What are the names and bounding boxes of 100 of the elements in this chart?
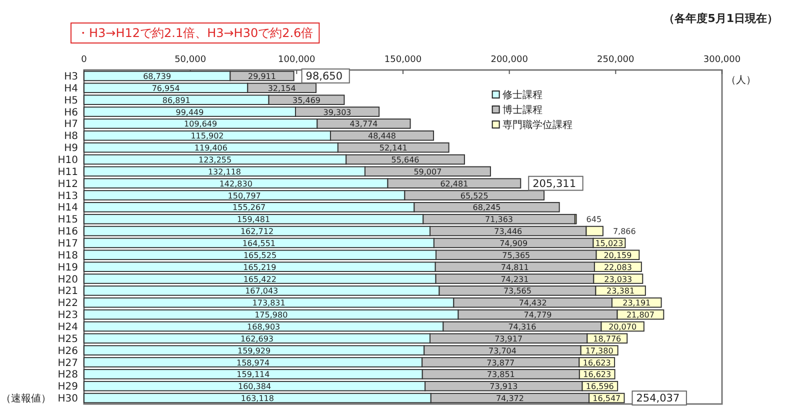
x-axis-title: （人） <box>726 75 756 86</box>
y-tick-label: H5 <box>64 95 78 106</box>
data-label: 76,954 <box>152 84 180 93</box>
legend-label: 専門職学位課程 <box>502 119 572 131</box>
data-label: 18,776 <box>593 334 622 344</box>
total-label: 254,037 <box>636 392 680 404</box>
data-label: 59,007 <box>414 167 442 176</box>
data-label: 168,903 <box>247 322 280 332</box>
data-label: 48,448 <box>368 132 396 141</box>
y-tick-label: H28 <box>58 370 78 381</box>
text: ・H3→H12で約2.1倍、H3→H30で約2.6倍 <box>77 26 314 40</box>
data-label: 71,363 <box>485 215 514 224</box>
y-tick-label: H30 <box>58 394 78 405</box>
data-label: 23,381 <box>606 286 635 296</box>
data-label: 74,372 <box>496 394 524 404</box>
data-label: 123,255 <box>198 155 232 164</box>
y-tick-label: H24 <box>58 322 78 333</box>
data-label: 119,406 <box>194 144 228 153</box>
data-label: 21,807 <box>626 310 654 320</box>
data-label: 15,023 <box>595 238 624 248</box>
data-label: 115,902 <box>190 132 224 141</box>
data-label: 16,623 <box>583 370 612 380</box>
data-label: 162,693 <box>240 334 274 344</box>
x-tick-label: 200,000 <box>490 55 528 65</box>
data-label: 159,114 <box>236 370 270 380</box>
data-label: 23,033 <box>604 274 632 284</box>
x-tick-label: 150,000 <box>384 55 422 65</box>
data-label: 73,565 <box>503 286 532 296</box>
data-label: 74,779 <box>524 310 552 320</box>
y-tick-label: H11 <box>58 166 78 178</box>
data-label: 99,449 <box>176 108 204 117</box>
y-tick-label: H12 <box>58 178 78 190</box>
total-label: 98,650 <box>306 70 343 82</box>
data-label: 16,547 <box>592 394 621 404</box>
data-label: 159,929 <box>238 346 271 356</box>
data-label: 175,980 <box>254 310 288 320</box>
data-label: 73,446 <box>494 227 522 236</box>
y-tick-label: H26 <box>58 346 78 357</box>
y-tick-label: H8 <box>64 131 78 142</box>
y-tick-label: H18 <box>58 250 78 262</box>
y-tick-label: H6 <box>64 107 78 118</box>
data-label: 29,911 <box>248 72 276 81</box>
data-label: 160,384 <box>238 382 272 392</box>
y-tick-label: H9 <box>64 143 78 154</box>
data-label: 35,469 <box>292 96 321 105</box>
data-label: 162,712 <box>240 227 274 236</box>
y-tick-label: H20 <box>58 274 78 286</box>
text: （速報値） <box>1 392 51 405</box>
y-tick-label: H10 <box>58 154 78 166</box>
y-tick-label: H29 <box>58 382 78 393</box>
data-label: 65,525 <box>460 191 488 200</box>
y-tick-label: H14 <box>58 202 78 214</box>
data-label: 109,649 <box>184 120 218 129</box>
y-tick-label: H4 <box>64 83 78 94</box>
y-tick-label: H23 <box>58 310 78 322</box>
x-tick-label: 100,000 <box>278 55 316 65</box>
x-tick-label: 0 <box>81 55 88 65</box>
y-tick-label: H21 <box>58 286 78 298</box>
data-label: 165,422 <box>243 274 276 284</box>
x-tick-label: 300,000 <box>703 55 741 65</box>
y-tick-label: H22 <box>58 298 78 310</box>
data-label: 75,365 <box>502 250 530 260</box>
data-label: 73,851 <box>486 370 515 380</box>
y-tick-label: H16 <box>58 226 78 238</box>
data-label: 74,316 <box>508 322 536 332</box>
data-label: 142,830 <box>219 179 252 188</box>
data-label: 159,481 <box>237 215 270 224</box>
data-label: 74,909 <box>500 238 528 248</box>
y-tick-label: H17 <box>58 238 78 250</box>
y-tick-label: H3 <box>64 71 78 82</box>
data-label: 68,245 <box>472 203 501 212</box>
y-tick-label: H7 <box>64 119 78 130</box>
data-label: 17,380 <box>585 346 614 356</box>
legend-label: 修士課程 <box>502 89 542 101</box>
data-label: 68,739 <box>143 72 172 81</box>
text: （各年度5月1日現在） <box>664 12 778 25</box>
data-label: 165,525 <box>243 250 277 260</box>
y-tick-label: H27 <box>58 358 78 369</box>
data-label: 167,043 <box>245 286 278 296</box>
y-tick-label: H19 <box>58 262 78 274</box>
data-label: 73,913 <box>490 382 518 392</box>
data-label: 74,432 <box>518 298 547 308</box>
y-tick-label: H15 <box>58 214 78 226</box>
data-label: 74,811 <box>500 262 529 272</box>
data-label: 73,917 <box>494 334 523 344</box>
data-label: 52,141 <box>379 144 408 153</box>
data-label: 86,891 <box>162 96 190 105</box>
data-label: 20,070 <box>608 322 637 332</box>
data-label: 73,877 <box>486 358 515 368</box>
data-label: 43,774 <box>350 120 378 129</box>
data-label: 163,118 <box>240 394 274 404</box>
data-label: 165,219 <box>243 262 276 272</box>
x-tick-label: 250,000 <box>597 55 635 65</box>
data-label: 158,974 <box>236 358 270 368</box>
data-label: 7,866 <box>612 227 636 236</box>
data-label: 150,797 <box>228 191 261 200</box>
data-label: 132,118 <box>208 167 242 176</box>
y-tick-label: H25 <box>58 334 78 345</box>
data-label: 164,551 <box>242 238 276 248</box>
data-label: 62,481 <box>440 179 468 188</box>
